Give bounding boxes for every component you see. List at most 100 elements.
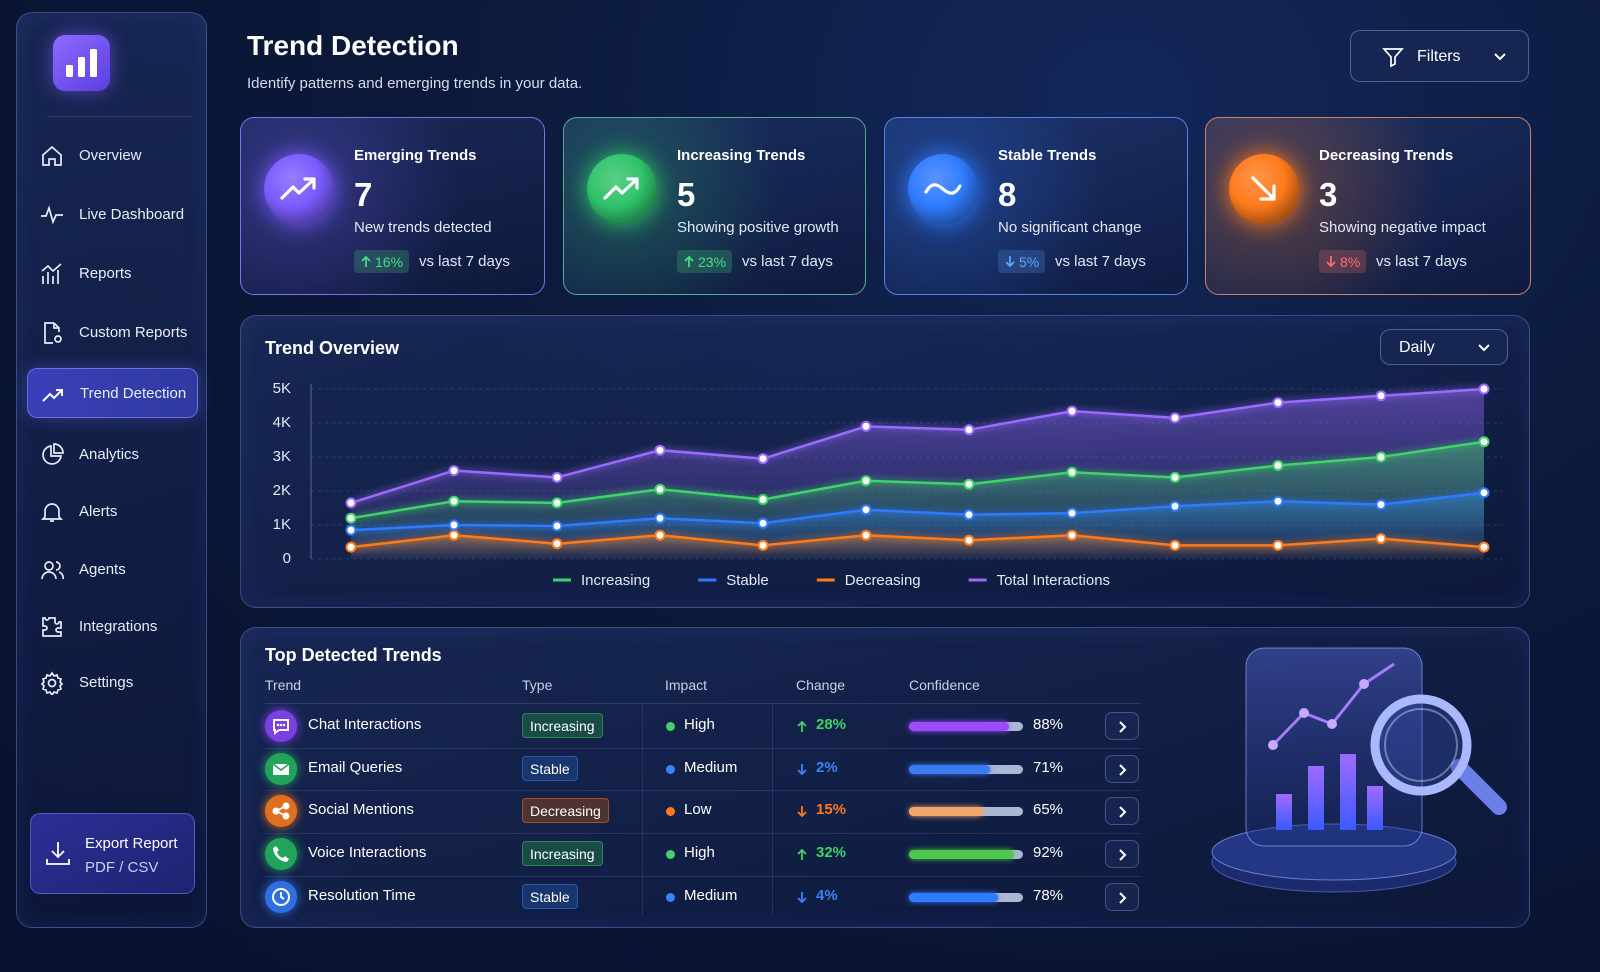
table-title: Top Detected Trends (265, 645, 442, 665)
card-value: 8 (998, 176, 1017, 213)
row-divider (265, 876, 1141, 877)
change-value: 23% (698, 253, 727, 270)
point (551, 497, 563, 509)
impact-dot (666, 765, 675, 774)
point (1272, 460, 1284, 471)
row-action[interactable] (1105, 712, 1139, 740)
change-arrow (797, 806, 807, 818)
header-divider (265, 703, 1141, 704)
arrow-path (797, 806, 807, 818)
point (757, 517, 769, 529)
comparison: vs last 7 days (1055, 253, 1146, 270)
change-value: 15% (816, 801, 847, 818)
change-arrow (1005, 256, 1015, 268)
row-divider (265, 833, 1141, 834)
confidence-label: 78% (1033, 887, 1064, 904)
impact: Medium (684, 759, 738, 776)
trend-name: Voice Interactions (308, 844, 427, 861)
line-chart: 0 1K 2K 3K 4K 5K Increasing Stable Decreasing Tot… (273, 380, 1503, 589)
point (1169, 500, 1181, 512)
change-chip: 5% (998, 250, 1046, 273)
impact: High (684, 844, 715, 861)
point (1375, 499, 1387, 511)
point (1375, 390, 1387, 402)
change-arrow (797, 764, 807, 776)
point (1272, 397, 1284, 409)
line (350, 440, 1485, 520)
nav-item[interactable]: Custom Reports (27, 307, 198, 357)
nav-label: Alerts (79, 502, 118, 520)
row-action[interactable] (1105, 840, 1139, 868)
trend-name: Chat Interactions (308, 716, 422, 733)
card-icon (264, 154, 334, 224)
impact-dot (666, 807, 675, 816)
chevron-path (1119, 849, 1127, 861)
impact-dot (666, 893, 675, 902)
change-value: 5% (1019, 253, 1040, 270)
nav-item[interactable]: Analytics (27, 429, 198, 479)
point (1066, 529, 1078, 541)
change-arrow (361, 255, 371, 267)
row-action[interactable] (1105, 797, 1139, 825)
card-value: 3 (1319, 176, 1338, 213)
point (654, 444, 666, 456)
y-tick-label: 1K (273, 516, 291, 533)
trend-name: Email Queries (308, 759, 403, 776)
chevron-path (1119, 764, 1127, 776)
point (654, 512, 666, 524)
comparison: vs last 7 days (742, 253, 833, 270)
nav-item[interactable]: Settings (27, 657, 198, 707)
change-arrow (797, 892, 807, 904)
trend-icon (265, 710, 297, 742)
confidence-label: 92% (1033, 844, 1064, 861)
point (551, 538, 563, 550)
separator (47, 116, 192, 117)
export-button[interactable]: Export Report PDF / CSV (30, 813, 195, 894)
point (551, 520, 563, 532)
change-value: 32% (816, 844, 847, 861)
change-value: 2% (816, 759, 838, 776)
point (1066, 507, 1078, 519)
row-action[interactable] (1105, 755, 1139, 783)
point (1478, 436, 1490, 448)
point (1169, 412, 1181, 424)
nav-label: Custom Reports (79, 323, 188, 341)
nav-item[interactable]: Agents (27, 544, 198, 594)
card-value: 7 (354, 176, 373, 213)
y-tick-label: 0 (283, 550, 291, 567)
nav-item[interactable]: Live Dashboard (27, 189, 198, 239)
filters-button[interactable]: Filters (1350, 30, 1529, 82)
arrow-path (797, 764, 807, 776)
row-action[interactable] (1105, 883, 1139, 911)
nav-label: Analytics (79, 445, 140, 463)
impact: High (684, 716, 715, 733)
line (350, 387, 1485, 505)
column-header: Confidence (909, 677, 980, 693)
chart-title: Trend Overview (265, 338, 400, 358)
confidence-bar (909, 765, 990, 774)
nav-item[interactable]: Overview (27, 130, 198, 180)
point (345, 541, 357, 553)
point (860, 420, 872, 432)
point (1066, 405, 1078, 417)
export-title: Export Report (85, 835, 178, 852)
type-tag: Stable (522, 756, 578, 781)
export-subtitle: PDF / CSV (85, 859, 159, 876)
legend-label: Total Interactions (997, 572, 1110, 589)
point (1169, 539, 1181, 551)
point (860, 475, 872, 487)
point (1375, 451, 1387, 463)
nav-item[interactable]: Alerts (27, 486, 198, 536)
card-title: Increasing Trends (677, 147, 806, 164)
nav-item[interactable]: Trend Detection (27, 368, 198, 418)
nav-item[interactable]: Integrations (27, 601, 198, 651)
nav-item[interactable]: Reports (27, 248, 198, 298)
card-description: No significant change (998, 219, 1142, 236)
period-dropdown[interactable]: Daily (1380, 329, 1508, 365)
comparison: vs last 7 days (1376, 253, 1467, 270)
point (448, 495, 460, 507)
confidence-bar (909, 850, 1014, 859)
impact-dot (666, 722, 675, 731)
stat-card: Emerging Trends 7 New trends detected 16… (240, 117, 545, 295)
